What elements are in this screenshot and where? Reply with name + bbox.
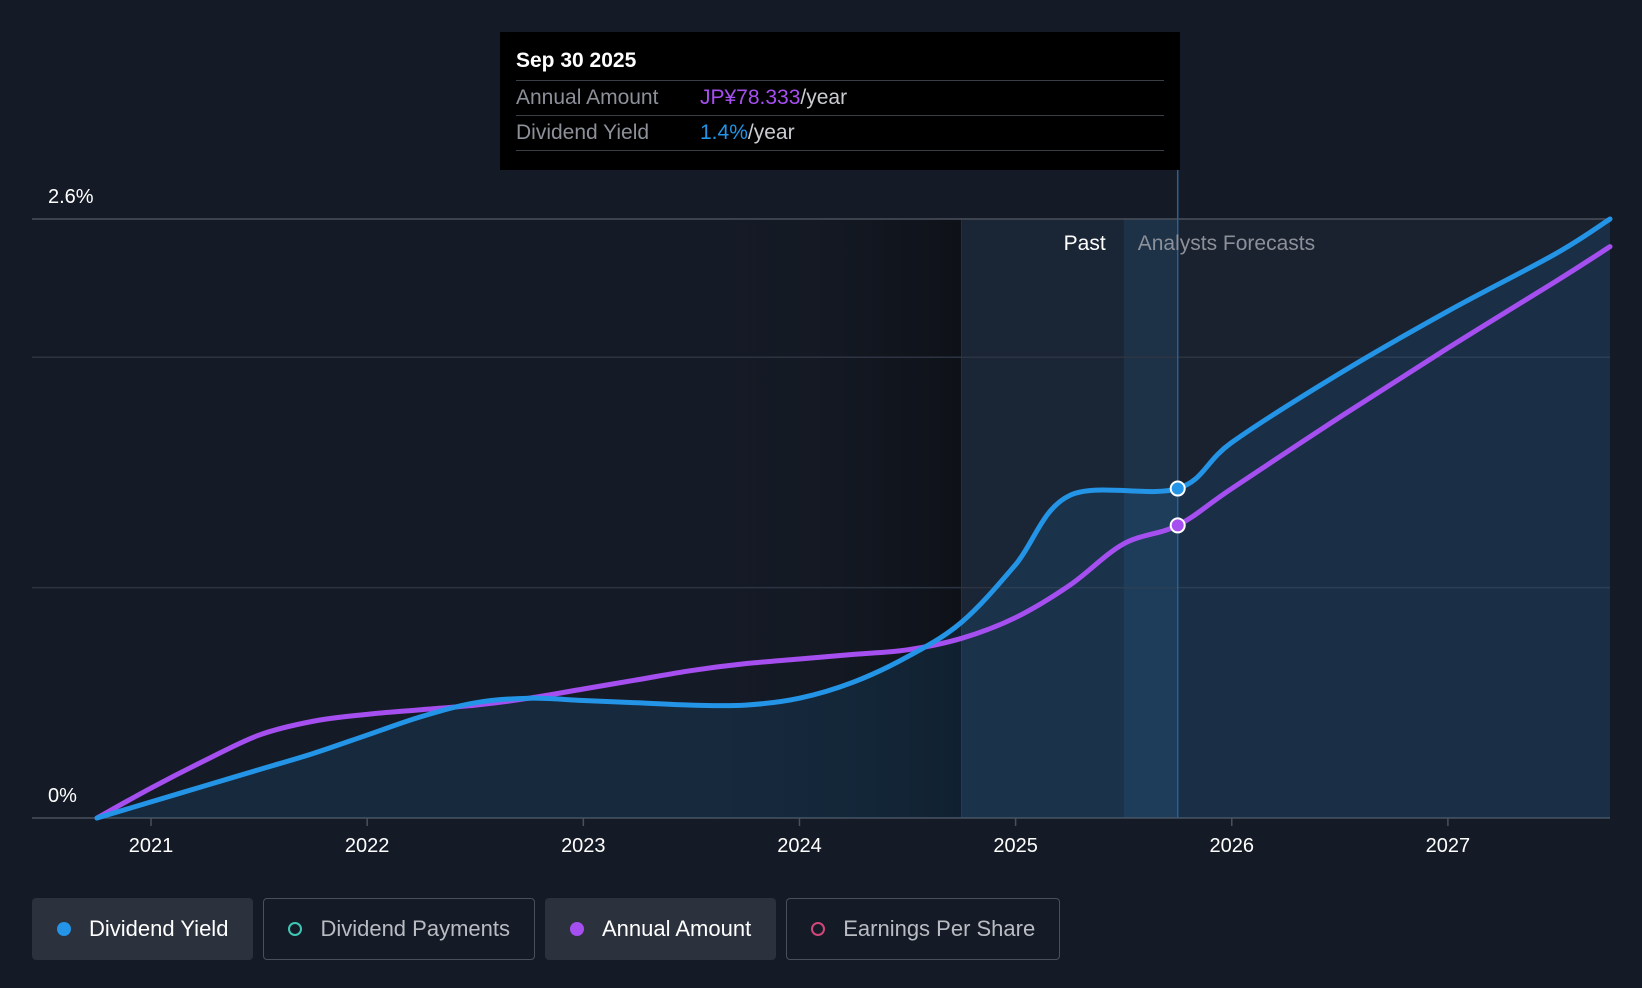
tooltip-row-dividend-yield: Dividend Yield 1.4%/year [516,115,1164,151]
dividend-yield-area [97,219,1610,818]
x-tick-label: 2022 [345,835,390,857]
tooltip: Sep 30 2025 Annual Amount JP¥78.333/year… [500,32,1180,170]
past-label: Past [1064,232,1106,255]
legend-annual-amount-button[interactable]: Annual Amount [544,898,777,960]
annual-amount-line [94,244,1613,821]
x-tick-label: 2023 [561,835,606,857]
tooltip-suffix: /year [747,121,795,144]
history-shade [691,219,962,818]
tooltip-label: Annual Amount [516,86,659,109]
x-tick-label: 2024 [777,835,822,857]
tooltip-date: Sep 30 2025 [516,49,637,72]
tooltip-label: Dividend Yield [516,121,650,144]
legend-earnings-per-share-button[interactable]: Earnings Per Share [786,898,1061,960]
legend-ring-icon [288,922,303,936]
x-tick-label: 2021 [129,835,174,857]
legend-ring-icon [811,922,826,936]
y-tick-label: 0% [48,785,77,807]
legend-dot-icon [569,922,584,936]
dividend-yield-line [94,216,1613,821]
forecast-region [1177,219,1610,818]
legend-label: Dividend Payments [320,916,510,941]
gridlines [32,218,1610,819]
x-axis-ticks: 2021 2022 2023 2024 2025 2026 2027 [129,818,1470,857]
x-tick-label: 2025 [993,835,1038,857]
legend-dividend-yield-button[interactable]: Dividend Yield [32,898,254,960]
forecast-highlight-band [1123,219,1178,818]
legend-label: Earnings Per Share [843,916,1036,941]
tooltip-value: JP¥78.333 [700,86,801,109]
dividend-yield-marker[interactable] [1169,480,1186,497]
y-axis-ticks: 2.6% 0% [48,186,94,807]
legend-dividend-payments-button[interactable]: Dividend Payments [263,898,535,960]
x-tick-label: 2026 [1210,835,1255,857]
tooltip-suffix: /year [800,86,848,109]
y-tick-label: 2.6% [48,186,94,208]
legend-label: Annual Amount [601,916,752,941]
legend-label: Dividend Yield [89,916,229,941]
annual-amount-marker[interactable] [1169,517,1186,534]
analysts-forecasts-label: Analysts Forecasts [1138,232,1315,255]
tooltip-row-annual-amount: Annual Amount JP¥78.333/year [516,80,1164,115]
legend: Dividend Yield Dividend Payments Annual … [32,898,1061,960]
x-tick-label: 2027 [1426,835,1471,857]
tooltip-value: 1.4% [700,121,748,144]
legend-dot-icon [57,922,71,936]
